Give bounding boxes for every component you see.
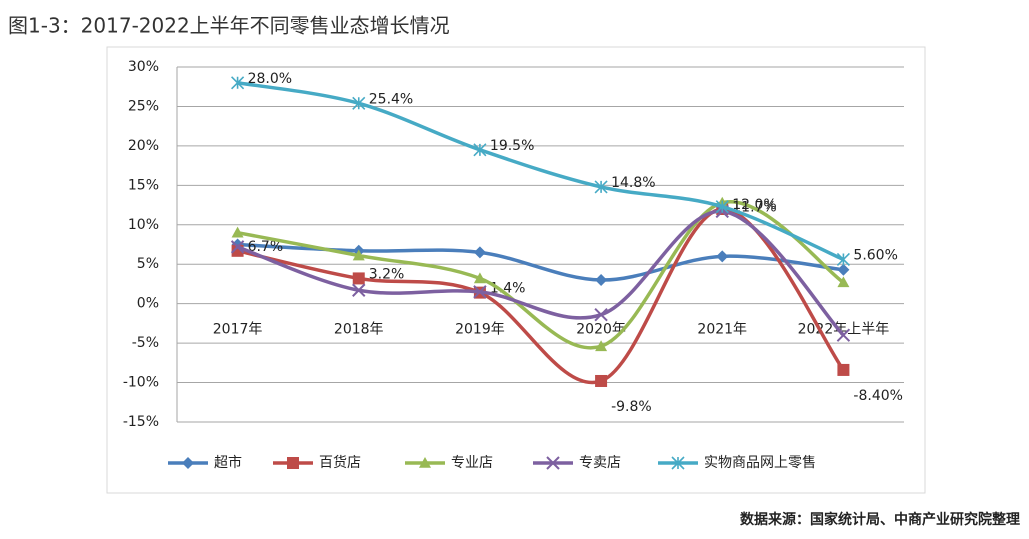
marker (671, 456, 685, 470)
data-label: 25.4% (369, 91, 413, 107)
y-tick-label: 0% (137, 296, 159, 312)
data-label: 14.8% (611, 175, 655, 191)
legend-label: 百货店 (319, 454, 361, 471)
legend-label: 专业店 (451, 455, 493, 471)
marker (546, 456, 560, 470)
y-tick-label: 20% (128, 138, 159, 154)
marker (352, 249, 365, 261)
y-tick-label: -10% (123, 375, 159, 391)
marker (231, 226, 244, 238)
marker (231, 244, 244, 257)
x-tick-label: 2021年 (697, 322, 747, 338)
legend-label: 专卖店 (579, 455, 621, 471)
marker (836, 252, 850, 267)
marker (837, 263, 850, 276)
legend-label: 超市 (214, 454, 242, 471)
y-tick-label: 30% (128, 59, 159, 75)
marker (595, 374, 608, 387)
series-line (237, 81, 845, 262)
marker (595, 340, 608, 352)
data-label: 3.2% (369, 266, 405, 282)
y-tick-label: -5% (132, 335, 159, 351)
marker (595, 274, 608, 286)
x-tick-label: 2019年 (455, 322, 505, 338)
marker (594, 308, 608, 322)
marker (716, 250, 729, 263)
marker (352, 283, 366, 297)
marker (352, 96, 366, 110)
data-label: 11.7% (732, 199, 776, 215)
x-tick-label: 2020年 (576, 322, 626, 338)
y-tick-label: 25% (128, 98, 159, 114)
marker (352, 272, 365, 285)
marker (836, 328, 851, 342)
x-tick-label: 2018年 (334, 322, 384, 338)
marker (837, 276, 850, 288)
data-label: 5.60% (853, 247, 897, 263)
marker (473, 272, 486, 284)
marker (287, 457, 299, 469)
data-label: 6.7% (248, 239, 284, 255)
series-line (237, 199, 845, 350)
data-label: 1.4% (490, 281, 526, 297)
marker (715, 200, 729, 214)
data-label: 19.5% (490, 138, 534, 154)
marker (230, 240, 245, 254)
marker (473, 285, 487, 299)
y-tick-label: 5% (137, 256, 159, 272)
series-line (237, 242, 844, 282)
marker (419, 457, 431, 468)
chart-title: 图1-3：2017-2022上半年不同零售业态增长情况 (8, 14, 450, 38)
legend-label: 实物商品网上零售 (704, 455, 816, 471)
data-label: 12.0% (732, 197, 776, 213)
marker (473, 246, 486, 259)
marker (231, 76, 245, 90)
y-tick-label: 15% (128, 177, 159, 193)
marker (594, 180, 608, 194)
data-label: 28.0% (248, 71, 292, 87)
data-label: -9.8% (611, 399, 652, 415)
marker (182, 457, 194, 469)
x-tick-label: 2017年 (213, 322, 263, 338)
y-tick-label: -15% (123, 414, 159, 430)
chart-frame (106, 46, 926, 494)
source-note: 数据来源：国家统计局、中商产业研究院整理 (740, 511, 1020, 528)
marker (837, 363, 850, 376)
y-tick-label: 10% (128, 217, 159, 233)
data-label: -8.40% (853, 388, 903, 404)
marker (473, 143, 487, 157)
series-line (236, 209, 845, 337)
